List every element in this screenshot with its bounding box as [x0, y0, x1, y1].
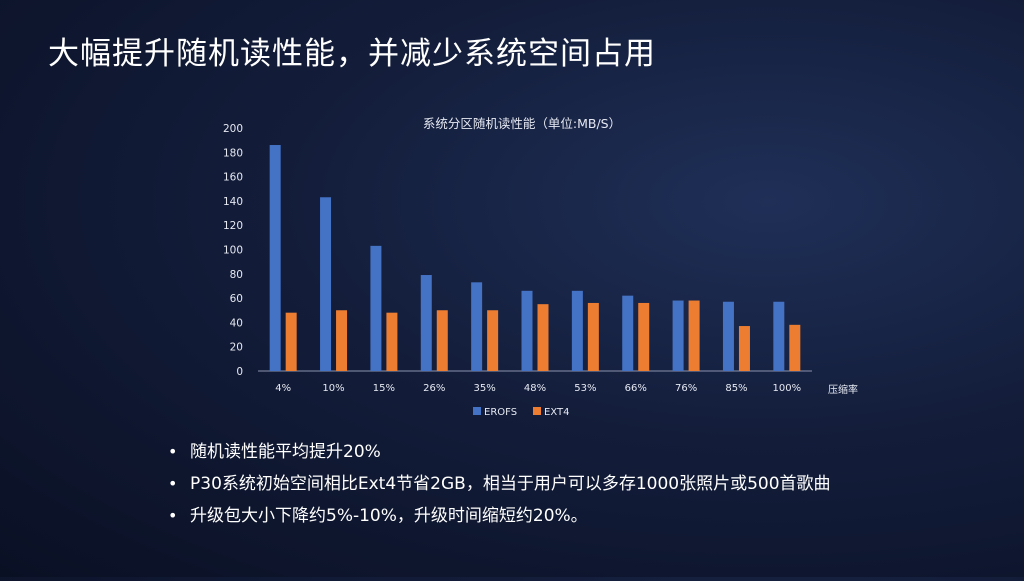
bar-erofs	[722, 301, 734, 371]
x-tick-label: 48%	[524, 383, 546, 394]
bar-ext4	[738, 326, 750, 371]
bar-erofs	[521, 290, 533, 371]
bars	[269, 145, 801, 371]
bar-erofs	[370, 245, 382, 371]
bar-ext4	[587, 302, 599, 371]
x-tick-label: 53%	[574, 383, 596, 394]
bar-ext4	[487, 310, 499, 371]
bar-ext4	[436, 310, 448, 371]
legend-label: EXT4	[544, 407, 569, 418]
bullet-item: P30系统初始空间相比Ext4节省2GB，相当于用户可以多存1000张照片或50…	[166, 468, 831, 500]
bar-ext4	[285, 312, 297, 371]
x-axis-label: 压缩率	[828, 383, 858, 396]
y-tick-label: 80	[230, 269, 243, 281]
chart-title: 系统分区随机读性能（单位:MB/S）	[423, 116, 621, 131]
bullet-item: 升级包大小下降约5%-10%，升级时间缩短约20%。	[166, 500, 831, 532]
y-tick-label: 0	[236, 366, 243, 378]
y-tick-label: 60	[230, 293, 243, 305]
x-tick-label: 26%	[423, 383, 445, 394]
y-tick-label: 140	[223, 196, 243, 208]
bullet-list: 随机读性能平均提升20% P30系统初始空间相比Ext4节省2GB，相当于用户可…	[166, 436, 831, 532]
x-tick-label: 85%	[725, 383, 747, 394]
bar-erofs	[320, 197, 332, 371]
legend: EROFS EXT4	[473, 407, 569, 418]
x-tick-label: 76%	[675, 383, 697, 394]
bar-ext4	[336, 310, 348, 371]
y-axis-ticks: 0 20 40 60 80 100 120 140 160 180 200	[223, 123, 243, 378]
x-tick-label: 100%	[773, 383, 802, 394]
x-tick-label: 66%	[625, 383, 647, 394]
y-tick-label: 20	[230, 342, 243, 354]
legend-swatch	[473, 407, 481, 415]
bar-erofs	[471, 282, 483, 371]
y-tick-label: 40	[230, 317, 243, 329]
legend-label: EROFS	[484, 407, 517, 418]
bullet-item: 随机读性能平均提升20%	[166, 436, 831, 468]
y-tick-label: 200	[223, 123, 243, 135]
bar-ext4	[638, 302, 650, 371]
slide-title: 大幅提升随机读性能，并减少系统空间占用	[48, 36, 656, 72]
legend-swatch	[533, 407, 541, 415]
x-tick-label: 4%	[275, 383, 291, 394]
x-axis-ticks: 4% 10% 15% 26% 35% 48% 53% 66% 76% 85% 100%	[275, 383, 801, 394]
bar-ext4	[789, 324, 801, 371]
bar-erofs	[672, 300, 684, 371]
y-tick-label: 160	[223, 172, 243, 184]
y-tick-label: 180	[223, 147, 243, 159]
bar-ext4	[537, 304, 549, 371]
y-tick-label: 120	[223, 220, 243, 232]
bar-erofs	[773, 301, 785, 371]
bar-erofs	[622, 295, 634, 371]
bar-ext4	[688, 300, 700, 371]
x-tick-label: 35%	[474, 383, 496, 394]
y-tick-label: 100	[223, 245, 243, 257]
bar-erofs	[571, 290, 583, 371]
bar-erofs	[269, 145, 281, 371]
bar-ext4	[386, 312, 398, 371]
bar-erofs	[420, 275, 432, 371]
x-tick-label: 15%	[373, 383, 395, 394]
x-tick-label: 10%	[322, 383, 344, 394]
